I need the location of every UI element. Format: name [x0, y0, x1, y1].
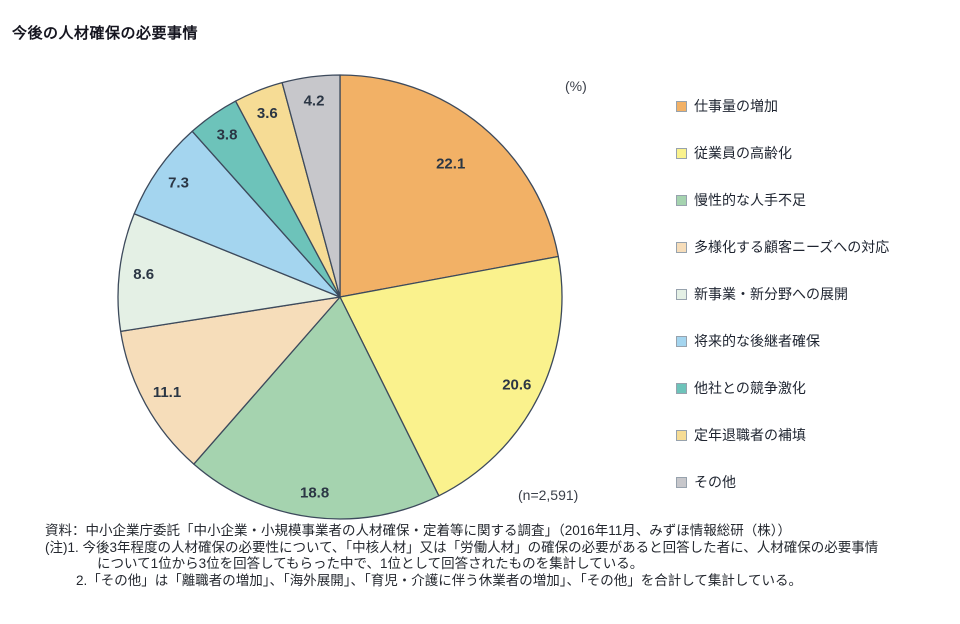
footnote-note1-line1: (注)1. 今後3年程度の人材確保の必要性について、「中核人材」又は「労働人材」…: [45, 539, 879, 555]
legend-label: 慢性的な人手不足: [694, 192, 806, 208]
legend-item-5: 新事業・新分野への展開: [676, 284, 952, 304]
legend-label: 多様化する顧客ニーズへの対応: [694, 239, 890, 255]
legend-label: 他社との競争激化: [694, 380, 806, 396]
legend-item-8: 定年退職者の補填: [676, 425, 952, 445]
pie-slice-6: [133, 130, 341, 298]
pie-slice-value: 3.6: [257, 105, 278, 122]
pie-slice-value: 18.8: [300, 484, 329, 501]
footnote-note2: 2.「その他」は「離職者の増加」、「海外展開」、「育児・介護に伴う休業者の増加」…: [76, 572, 802, 588]
pie-slice-value: 11.1: [153, 384, 181, 401]
legend-swatch-icon: [676, 335, 687, 347]
pie-slice-2: [339, 255, 563, 497]
pie-slice-9: [281, 74, 341, 298]
footnote-source: 資料：中小企業庁委託「中小企業・小規模事業者の人材確保・定着等に関する調査」（2…: [45, 523, 792, 538]
legend: 仕事量の増加 従業員の高齢化 慢性的な人手不足多様化する顧客ニーズへの対応 新事業・新…: [676, 96, 952, 492]
legend-item-7: 他社との競争激化: [676, 378, 952, 398]
legend-item-3: 慢性的な人手不足: [676, 190, 952, 210]
pie-slice-5: [117, 213, 341, 332]
sample-size-label: (n=2,591): [518, 487, 579, 503]
pie-slice-value: 8.6: [133, 266, 154, 283]
pie-slice-4: [120, 296, 341, 465]
legend-label: 将来的な後継者確保: [694, 333, 820, 349]
legend-swatch-icon: [676, 382, 687, 394]
legend-label: 従業員の高齢化: [694, 145, 792, 161]
pie-slice-value: 7.3: [168, 175, 189, 192]
legend-swatch-icon: [676, 100, 687, 112]
legend-item-1: 仕事量の増加: [676, 96, 952, 116]
legend-label: その他: [694, 474, 736, 490]
footnotes: 資料：中小企業庁委託「中小企業・小規模事業者の人材確保・定着等に関する調査」（2…: [45, 523, 935, 589]
legend-swatch-icon: [676, 288, 687, 300]
page-title: 今後の人材確保の必要事情: [12, 25, 199, 42]
legend-swatch-icon: [676, 429, 687, 441]
pie-chart-svg: 22.1 20.6 18.8 11.1 8.6 7.3 3.8 3.6 4.2: [117, 74, 563, 520]
legend-item-6: 将来的な後継者確保: [676, 331, 952, 351]
pie-slice-value: 4.2: [304, 93, 325, 110]
legend-label: 仕事量の増加: [694, 98, 778, 114]
pie-slice-value: 3.8: [217, 126, 238, 143]
pie-slice-value: 22.1: [436, 155, 465, 172]
pie-slice-value: 20.6: [502, 377, 531, 394]
pie-chart: 22.1 20.6 18.8 11.1 8.6 7.3 3.8 3.6 4.2: [110, 67, 570, 527]
legend-label: 定年退職者の補填: [694, 427, 806, 443]
legend-swatch-icon: [676, 476, 687, 488]
pie-slice-1: [339, 74, 559, 298]
legend-label: 新事業・新分野への展開: [694, 286, 848, 302]
legend-swatch-icon: [676, 194, 687, 206]
pie-slice-3: [193, 296, 440, 520]
legend-item-9: その他: [676, 472, 952, 492]
unit-label: (%): [565, 78, 587, 94]
legend-swatch-icon: [676, 147, 687, 159]
legend-item-4: 多様化する顧客ニーズへの対応: [676, 237, 952, 257]
legend-item-2: 従業員の高齢化: [676, 143, 952, 163]
footnote-note1-line2: について1位から3位を回答してもらった中で、1位として回答されたものを集計してい…: [97, 556, 644, 571]
legend-swatch-icon: [676, 241, 687, 253]
